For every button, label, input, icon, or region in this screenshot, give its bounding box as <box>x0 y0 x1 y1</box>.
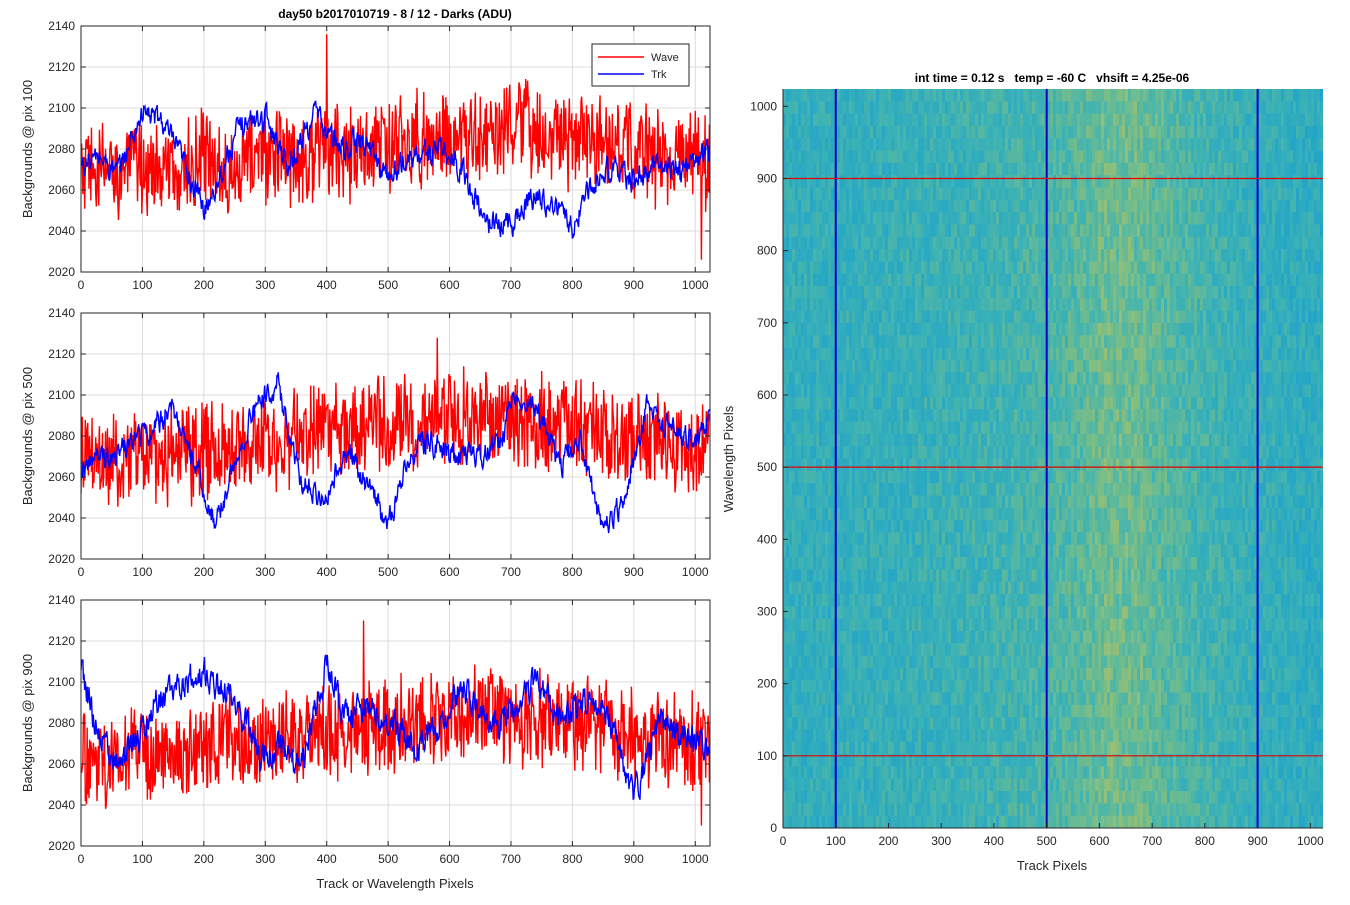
y-tick-label: 2120 <box>48 347 75 361</box>
y-tick-label: 2100 <box>48 101 75 115</box>
x-tick-label: 700 <box>501 852 521 866</box>
line-panel-pix-500: 0 100 200 300 400 500 600 700 800 900 1000 2020 2040… <box>48 306 710 579</box>
x-tick-label: 200 <box>194 852 214 866</box>
x-tick-label: 1000 <box>682 852 709 866</box>
y-tick-label: 2080 <box>48 142 75 156</box>
y-tick-label: 2140 <box>48 19 75 33</box>
y-tick-label: 2020 <box>48 552 75 566</box>
x-tick-label: 200 <box>194 278 214 292</box>
x-tick-label: 900 <box>624 852 644 866</box>
x-tick-label: 700 <box>501 565 521 579</box>
y-tick-label: 2040 <box>48 798 75 812</box>
x-tick-label: 400 <box>317 565 337 579</box>
y-tick-label: 2060 <box>48 757 75 771</box>
x-tick-label: 0 <box>78 565 85 579</box>
x-tick-label: 800 <box>562 565 582 579</box>
x-tick-label: 100 <box>132 278 152 292</box>
y-tick-label: 2060 <box>48 183 75 197</box>
y-tick-label: 2040 <box>48 224 75 238</box>
x-tick-label: 500 <box>378 278 398 292</box>
y-tick-label: 2120 <box>48 634 75 648</box>
x-tick-label: 100 <box>132 565 152 579</box>
x-tick-label: 500 <box>378 565 398 579</box>
y-tick-label: 2060 <box>48 470 75 484</box>
y-tick-label: 2100 <box>48 388 75 402</box>
x-tick-label: 500 <box>378 852 398 866</box>
y-tick-label: 2080 <box>48 429 75 443</box>
x-tick-label: 1000 <box>682 565 709 579</box>
y-tick-label: 2120 <box>48 60 75 74</box>
y-tick-label: 2100 <box>48 675 75 689</box>
line-panel-pix-900: 0 100 200 300 400 500 600 700 800 900 1000 2020 2040… <box>48 593 710 866</box>
x-tick-label: 200 <box>194 565 214 579</box>
x-tick-label: 700 <box>501 278 521 292</box>
y-tick-label: 2140 <box>48 593 75 607</box>
y-tick-label: 2020 <box>48 265 75 279</box>
x-tick-label: 600 <box>440 278 460 292</box>
x-tick-label: 0 <box>78 278 85 292</box>
y-tick-label: 2080 <box>48 716 75 730</box>
x-tick-label: 600 <box>440 852 460 866</box>
y-tick-label: 2140 <box>48 306 75 320</box>
x-tick-label: 800 <box>562 278 582 292</box>
x-tick-label: 100 <box>132 852 152 866</box>
x-tick-label: 400 <box>317 278 337 292</box>
x-tick-label: 800 <box>562 852 582 866</box>
x-tick-label: 300 <box>255 278 275 292</box>
x-tick-label: 0 <box>78 852 85 866</box>
x-tick-label: 1000 <box>682 278 709 292</box>
x-tick-label: 400 <box>317 852 337 866</box>
y-tick-label: 2020 <box>48 839 75 853</box>
x-tick-label: 300 <box>255 852 275 866</box>
x-tick-label: 300 <box>255 565 275 579</box>
x-tick-label: 900 <box>624 565 644 579</box>
x-tick-label: 600 <box>440 565 460 579</box>
y-tick-label: 2040 <box>48 511 75 525</box>
x-tick-label: 900 <box>624 278 644 292</box>
heatmap-cells <box>783 89 1324 829</box>
